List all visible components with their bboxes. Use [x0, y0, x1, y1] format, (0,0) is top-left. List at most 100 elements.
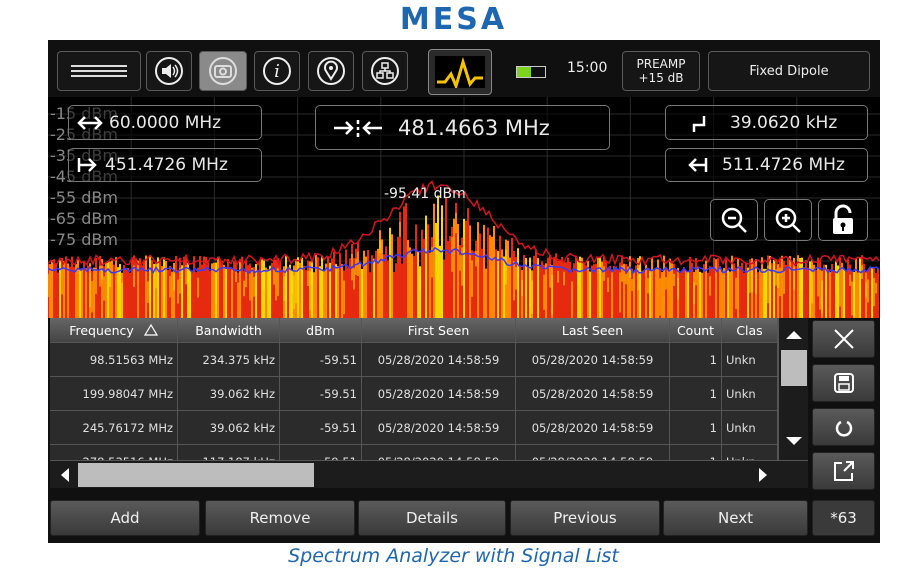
table-cell: 05/28/2020 14:58:59 — [516, 445, 670, 460]
table-cell: Unkn — [722, 445, 778, 460]
column-header: First Seen — [362, 318, 516, 343]
table-cell: 05/28/2020 14:58:59 — [516, 377, 670, 411]
scroll-left[interactable] — [60, 468, 70, 482]
save-button[interactable] — [812, 364, 875, 402]
horizontal-scrollbar[interactable] — [50, 460, 808, 488]
level-label: -75 dBm — [50, 230, 118, 249]
close-icon — [833, 328, 855, 350]
column-header: Clas — [722, 318, 778, 343]
column-header: Count — [670, 318, 722, 343]
zoom-out-button[interactable] — [710, 199, 758, 241]
antenna-button[interactable]: Fixed Dipole — [708, 51, 870, 91]
menu-button[interactable] — [57, 51, 141, 91]
save-icon — [833, 372, 855, 394]
vertical-scrollbar[interactable] — [778, 318, 808, 460]
action-button[interactable]: Remove — [205, 500, 355, 536]
table-cell: Unkn — [722, 343, 778, 377]
scroll-right[interactable] — [758, 468, 768, 482]
table-cell: 1 — [670, 343, 722, 377]
table-cell: 1 — [670, 377, 722, 411]
center-box[interactable]: 481.4663 MHz — [315, 105, 610, 150]
table-cell: 117.187 kHz — [178, 445, 280, 460]
scroll-down[interactable] — [786, 436, 802, 446]
action-button[interactable]: Next — [663, 500, 808, 536]
table-cell: 05/28/2020 14:58:59 — [362, 445, 516, 460]
caption: Spectrum Analyzer with Signal List — [0, 545, 907, 567]
info-icon: i — [262, 56, 292, 86]
refresh-icon — [833, 416, 855, 438]
table-cell: Unkn — [722, 411, 778, 445]
stop-icon — [666, 155, 722, 175]
start-icon — [69, 155, 105, 175]
location-button[interactable] — [308, 51, 354, 91]
network-button[interactable] — [362, 51, 408, 91]
table-cell: 05/28/2020 14:58:59 — [516, 343, 670, 377]
table-cell: 234.375 kHz — [178, 343, 280, 377]
svg-text:i: i — [274, 61, 280, 82]
lock-button[interactable] — [818, 199, 868, 241]
table-cell: 1 — [670, 445, 722, 460]
signal-count: *63 — [812, 500, 875, 536]
camera-button[interactable] — [199, 51, 247, 91]
sort-indicator — [144, 324, 158, 336]
table-cell: 05/28/2020 14:58:59 — [362, 343, 516, 377]
table-cell: 199.98047 MHz — [50, 377, 178, 411]
table-cell: Unkn — [722, 377, 778, 411]
battery-icon — [516, 66, 546, 78]
table-cell: 05/28/2020 14:58:59 — [362, 377, 516, 411]
peak-marker-label: -95.41 dBm — [384, 186, 466, 202]
column-header: dBm — [280, 318, 362, 343]
hscroll-thumb[interactable] — [78, 463, 314, 487]
lock-icon — [830, 204, 856, 236]
start-box[interactable]: 451.4726 MHz — [68, 148, 262, 182]
table-cell: 245.76172 MHz — [50, 411, 178, 445]
scroll-up[interactable] — [786, 330, 802, 340]
start-value: 451.4726 MHz — [105, 155, 228, 175]
rbw-box[interactable]: 39.0620 kHz — [665, 105, 868, 140]
refresh-button[interactable] — [812, 408, 875, 446]
table-cell: 278.53516 MHz — [50, 445, 178, 460]
action-button[interactable]: Add — [50, 500, 200, 536]
action-button[interactable]: Previous — [510, 500, 660, 536]
clock: 15:00 — [567, 60, 607, 76]
rbw-value: 39.0620 kHz — [730, 113, 837, 133]
table-cell: -59.51 — [280, 343, 362, 377]
export-button[interactable] — [812, 452, 875, 490]
camera-icon — [208, 56, 238, 86]
table-cell: 39.062 kHz — [178, 411, 280, 445]
scroll-thumb[interactable] — [781, 350, 807, 386]
info-button[interactable]: i — [254, 51, 300, 91]
stop-value: 511.4726 MHz — [722, 155, 845, 175]
table-cell: 05/28/2020 14:58:59 — [362, 411, 516, 445]
zoom-in-button[interactable] — [764, 199, 812, 241]
zoom-out-icon — [719, 205, 749, 235]
center-value: 481.4663 MHz — [398, 116, 550, 140]
action-button[interactable]: Details — [358, 500, 506, 536]
spectrum-button[interactable] — [428, 49, 492, 95]
logo: MESA — [0, 2, 907, 37]
rbw-icon — [666, 112, 730, 134]
page: MESA i 15:00 PREAMP+15 dB Fixed Dipole -… — [0, 0, 907, 572]
close-button[interactable] — [812, 320, 875, 358]
preamp-button[interactable]: PREAMP+15 dB — [622, 51, 700, 91]
center-icon — [316, 116, 398, 140]
table-cell: 98.51563 MHz — [50, 343, 178, 377]
table-cell: -59.51 — [280, 445, 362, 460]
column-header: Last Seen — [516, 318, 670, 343]
sound-icon — [154, 56, 184, 86]
span-value: 60.0000 MHz — [109, 113, 221, 133]
level-label: -55 dBm — [50, 188, 118, 207]
table-cell: -59.51 — [280, 377, 362, 411]
level-label: -65 dBm — [50, 209, 118, 228]
table-cell: 1 — [670, 411, 722, 445]
sound-button[interactable] — [146, 51, 192, 91]
column-header: Bandwidth — [178, 318, 280, 343]
menu-icon — [71, 64, 127, 78]
spectrum-icon — [435, 56, 485, 88]
table-cell: -59.51 — [280, 411, 362, 445]
table-cell: 05/28/2020 14:58:59 — [516, 411, 670, 445]
span-icon — [69, 113, 109, 133]
stop-box[interactable]: 511.4726 MHz — [665, 148, 868, 182]
span-box[interactable]: 60.0000 MHz — [68, 105, 262, 140]
